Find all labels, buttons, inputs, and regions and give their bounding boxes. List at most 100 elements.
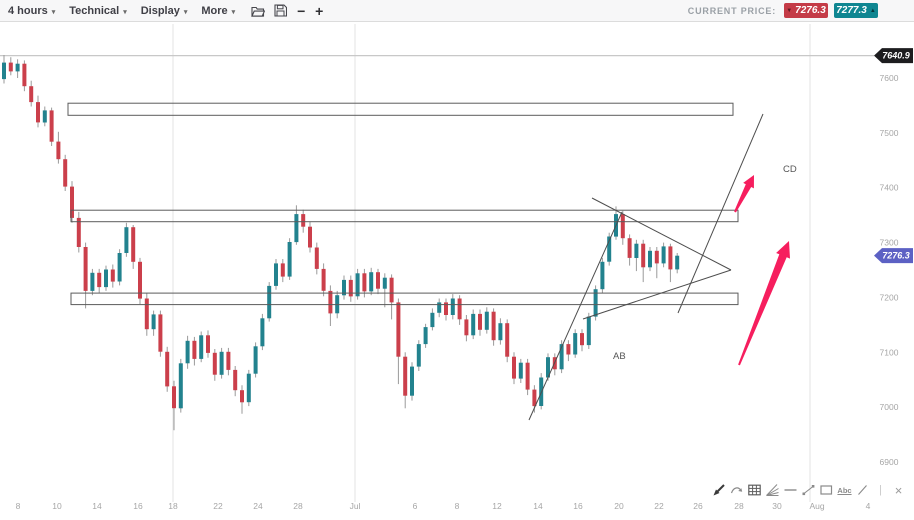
candle	[654, 250, 659, 264]
candle	[212, 352, 217, 375]
grid-tool-icon[interactable]	[748, 483, 761, 497]
candle	[76, 217, 81, 247]
candle	[498, 323, 503, 341]
candle	[178, 363, 183, 409]
text-tool-icon[interactable]: Abc	[837, 485, 852, 495]
zoom-in-button[interactable]: +	[315, 2, 324, 19]
candle	[348, 279, 353, 297]
candle	[457, 298, 462, 320]
candle	[641, 243, 646, 268]
time-tick-label: 8	[16, 501, 21, 511]
annotation-label[interactable]: CD	[783, 164, 797, 175]
open-folder-icon[interactable]	[249, 2, 267, 20]
candle	[172, 386, 176, 409]
menu-technical-label: Technical	[69, 4, 120, 17]
menu-display[interactable]: Display ▾	[141, 5, 188, 17]
trendlines-layer[interactable]	[528, 113, 764, 421]
triangle-upper-line	[591, 197, 732, 271]
candle	[274, 263, 278, 286]
candle	[675, 255, 680, 270]
trendline-tool-icon[interactable]	[802, 483, 815, 497]
candle	[70, 186, 74, 218]
candles-layer	[2, 55, 680, 431]
buy-price-badge[interactable]: 7277.3 ▲	[834, 3, 878, 18]
candle	[110, 269, 115, 282]
price-tick-label: 7600	[880, 73, 899, 83]
candle	[151, 314, 156, 330]
zones-layer[interactable]	[67, 102, 739, 306]
candle	[165, 351, 170, 387]
candle	[620, 214, 625, 239]
candle	[49, 110, 54, 142]
candle	[144, 298, 149, 330]
candle	[396, 302, 401, 357]
close-toolbar-icon[interactable]: ×	[894, 482, 903, 498]
diagonal-line-tool-icon[interactable]	[856, 483, 869, 497]
ab-impulse-line	[528, 211, 623, 421]
annotation-label[interactable]: AB	[613, 351, 626, 362]
candle	[430, 312, 435, 328]
resistance-upper-zone	[67, 102, 734, 116]
time-tick-label: 14	[533, 501, 543, 511]
rectangle-tool-icon[interactable]	[820, 483, 833, 497]
redo-tool-icon[interactable]	[730, 483, 743, 497]
candle	[308, 226, 312, 248]
price-axis: 7600 7500 7400 7300 7200 7100 7000 6900	[880, 73, 899, 467]
menu-technical[interactable]: Technical ▾	[69, 5, 126, 17]
candle	[36, 102, 40, 123]
candle	[648, 250, 652, 268]
time-tick-label: 22	[654, 501, 664, 511]
time-tick-label: 12	[492, 501, 502, 511]
large-up-arrow[interactable]	[738, 241, 790, 366]
candle	[29, 86, 34, 103]
candle	[546, 357, 550, 378]
candle	[484, 311, 489, 330]
horizontal-line-tool-icon[interactable]	[784, 483, 797, 497]
fan-lines-tool-icon[interactable]	[766, 483, 779, 497]
price-tick-label: 7300	[880, 238, 899, 248]
pointer-tool-icon[interactable]	[712, 483, 725, 497]
candle	[287, 242, 292, 277]
chevron-down-icon: ▾	[231, 8, 236, 16]
candle	[226, 351, 231, 370]
chevron-down-icon: ▾	[123, 8, 127, 16]
candle	[369, 272, 374, 292]
zoom-out-button[interactable]: −	[297, 2, 306, 19]
candle	[342, 279, 346, 296]
price-up-arrow-icon: ▲	[869, 7, 876, 14]
price-tick-label: 7200	[880, 292, 899, 302]
time-tick-label: 16	[573, 501, 583, 511]
time-tick-label: 18	[168, 501, 178, 511]
svg-text:7276.3: 7276.3	[882, 251, 910, 261]
candle	[573, 333, 578, 355]
menu-more[interactable]: More ▾	[201, 5, 235, 17]
candle	[362, 273, 367, 292]
candle	[56, 141, 61, 160]
gridlines	[172, 24, 811, 502]
candle	[627, 238, 632, 258]
candle	[471, 313, 476, 336]
drawing-toolbar: Abc | ×	[712, 482, 905, 498]
cd-projection-line	[677, 113, 764, 314]
candle	[138, 261, 142, 299]
small-up-arrow[interactable]	[734, 175, 754, 213]
menu-timeframe[interactable]: 4 hours ▾	[8, 5, 55, 17]
save-icon[interactable]	[271, 2, 289, 20]
sell-price-badge[interactable]: ▼ 7276.3	[784, 3, 828, 18]
candle	[233, 369, 238, 391]
price-down-arrow-icon: ▼	[786, 7, 793, 14]
candle	[491, 311, 496, 341]
candle	[600, 261, 605, 290]
candle	[104, 269, 108, 288]
time-tick-label: 10	[52, 501, 62, 511]
candle	[22, 63, 27, 87]
high-price-badge: 7640.9	[874, 48, 913, 64]
current-price-axis-badge: 7276.3	[874, 248, 913, 264]
chevron-down-icon: ▾	[183, 8, 188, 16]
candle	[192, 340, 197, 359]
time-tick-label: 16	[133, 501, 143, 511]
time-tick-label: 22	[213, 501, 223, 511]
time-tick-label: 26	[693, 501, 703, 511]
